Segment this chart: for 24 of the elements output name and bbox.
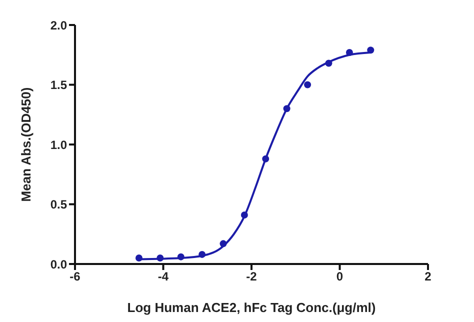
y-tick-label: 0.0	[50, 257, 68, 272]
point	[325, 60, 332, 67]
point	[177, 253, 184, 260]
point	[156, 254, 164, 262]
x-tick-label: 2	[424, 270, 432, 284]
y-tick-label: 2.0	[50, 18, 68, 32]
x-tick-label: -2	[246, 270, 258, 284]
x-axis-title: Log Human ACE2, hFc Tag Conc.(μg/ml)	[127, 300, 376, 315]
y-tick-label: 0.5	[50, 198, 68, 212]
point	[367, 46, 374, 54]
x-tick-label: 0	[336, 270, 344, 284]
point	[262, 155, 270, 162]
point	[283, 105, 290, 112]
point	[198, 250, 206, 258]
point	[135, 254, 142, 262]
point	[220, 240, 227, 248]
point	[304, 81, 312, 88]
y-tick-label: 1.0	[50, 138, 68, 152]
point	[346, 48, 353, 56]
point	[240, 212, 248, 219]
y-tick-label: 1.5	[50, 78, 68, 92]
y-axis-title: Mean Abs.(OD450)	[18, 87, 34, 202]
x-tick-label: -6	[70, 270, 81, 284]
x-tick-label: -4	[158, 270, 169, 284]
